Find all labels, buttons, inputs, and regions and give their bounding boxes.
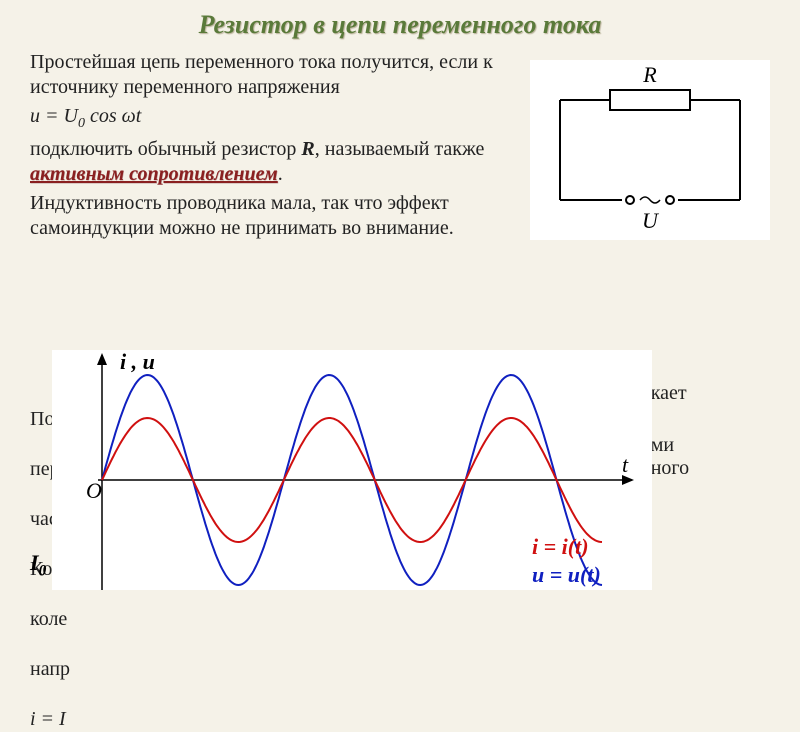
graph-area: i , u t Oi = i(t) u = u(t) [52,350,652,590]
i0-I: I [30,550,39,575]
circuit-column: RU [530,50,770,245]
eq1-u: u = U [30,105,78,127]
svg-text:i , u: i , u [120,350,155,374]
p2-R: R [301,138,314,160]
graph-svg: i , u t Oi = i(t) u = u(t) [52,350,652,590]
svg-text:U: U [642,208,660,233]
slide: Резистор в цепи переменного тока Простей… [0,0,800,600]
content-row: Простейшая цепь переменного тока получит… [30,50,770,245]
paragraph-1: Простейшая цепь переменного тока получит… [30,50,520,100]
svg-text:i = i(t): i = i(t) [532,534,589,559]
p2-highlight: активным сопротивлением [30,163,278,185]
hl5: коле [30,608,67,630]
svg-text:u = u(t): u = u(t) [532,562,601,587]
svg-text:R: R [642,62,657,87]
p2-mid: , называемый также [315,138,485,160]
hl6: напр [30,658,70,680]
circuit-diagram: RU [530,60,770,240]
hl7: i = I [30,708,66,730]
i0-sub: 0 [39,562,47,579]
i0-label: I0 [30,550,46,580]
paragraph-3: Индуктивность проводника мала, так что э… [30,191,520,241]
eq1-rest: cos ωt [85,105,141,127]
slide-title: Резистор в цепи переменного тока [30,10,770,40]
eq1-sub: 0 [78,116,85,131]
p2-post: . [278,163,283,185]
equation-1: u = U0 cos ωt [30,104,520,133]
svg-text:t: t [622,452,629,477]
svg-text:O: O [86,478,102,503]
paragraph-2: подключить обычный резистор R, называемы… [30,137,520,187]
text-column: Простейшая цепь переменного тока получит… [30,50,520,245]
p2-pre: подключить обычный резистор [30,138,301,160]
